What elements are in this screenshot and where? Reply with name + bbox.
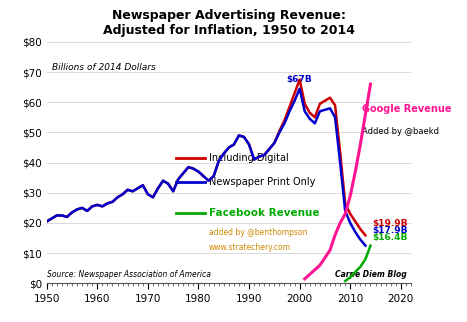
- Text: Newspaper Print Only: Newspaper Print Only: [209, 177, 315, 187]
- Text: added by @benthompson: added by @benthompson: [209, 228, 307, 237]
- Text: Including Digital: Including Digital: [209, 153, 289, 163]
- Text: www.stratechery.com: www.stratechery.com: [209, 243, 291, 251]
- Text: $19.9B: $19.9B: [372, 219, 408, 228]
- Text: Source: Newspaper Association of America: Source: Newspaper Association of America: [47, 270, 211, 279]
- Text: $17.9B: $17.9B: [372, 226, 408, 235]
- Text: Google Revenue: Google Revenue: [362, 104, 451, 115]
- Text: Carpe Diem Blog: Carpe Diem Blog: [335, 270, 407, 279]
- Text: Added by @baekd: Added by @baekd: [362, 127, 439, 136]
- Text: Billions of 2014 Dollars: Billions of 2014 Dollars: [52, 63, 156, 72]
- Text: Facebook Revenue: Facebook Revenue: [209, 208, 319, 218]
- Title: Newspaper Advertising Revenue:
Adjusted for Inflation, 1950 to 2014: Newspaper Advertising Revenue: Adjusted …: [103, 8, 355, 36]
- Text: $67B: $67B: [287, 75, 312, 84]
- Text: $16.4B: $16.4B: [372, 233, 407, 242]
